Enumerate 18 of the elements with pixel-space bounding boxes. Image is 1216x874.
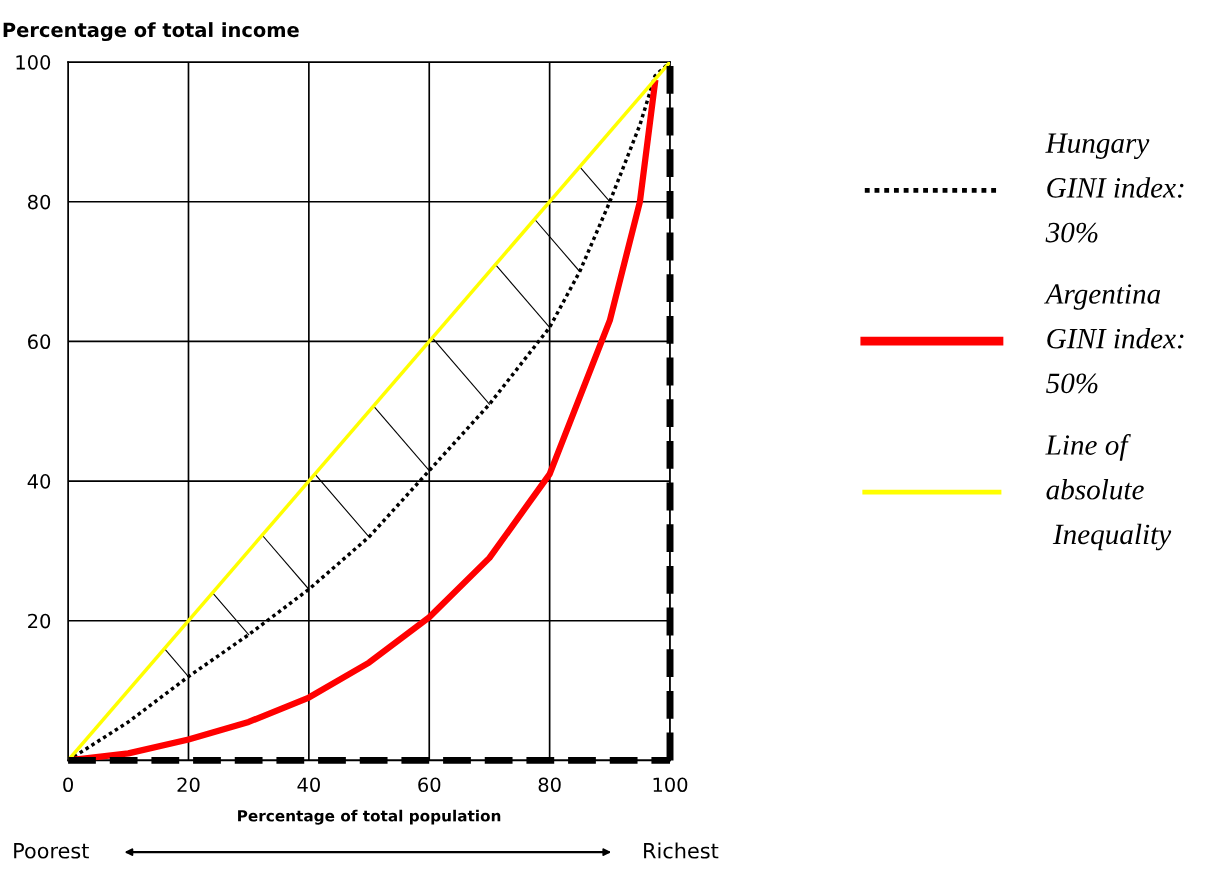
text: Richest <box>644 842 719 859</box>
y-tick-label: 60 <box>28 334 51 350</box>
y-tick-label: 100 <box>16 55 51 70</box>
x-tick-label: 60 <box>418 777 441 793</box>
y-tick-label: 40 <box>27 474 51 489</box>
x-tick-label: 20 <box>177 777 200 793</box>
x-tick-label: 80 <box>538 777 561 793</box>
legend-label: Line of absolute Inequality <box>1045 434 1172 551</box>
y-tick-label: 80 <box>28 194 51 210</box>
x-tick-label: 40 <box>297 777 320 793</box>
legend-label: Hungary GINI index: 30% <box>1045 133 1184 243</box>
x-axis-title: Percentage of total population <box>238 809 501 825</box>
y-axis-title: Percentage of total income <box>3 22 299 42</box>
y-tick-label: 20 <box>28 613 51 629</box>
text: Poorest <box>14 843 89 859</box>
x-tick-label: 100 <box>653 777 688 793</box>
legend-label: Argentina GINI index: 50% <box>1044 284 1184 394</box>
x-tick-label: 0 <box>63 777 73 793</box>
